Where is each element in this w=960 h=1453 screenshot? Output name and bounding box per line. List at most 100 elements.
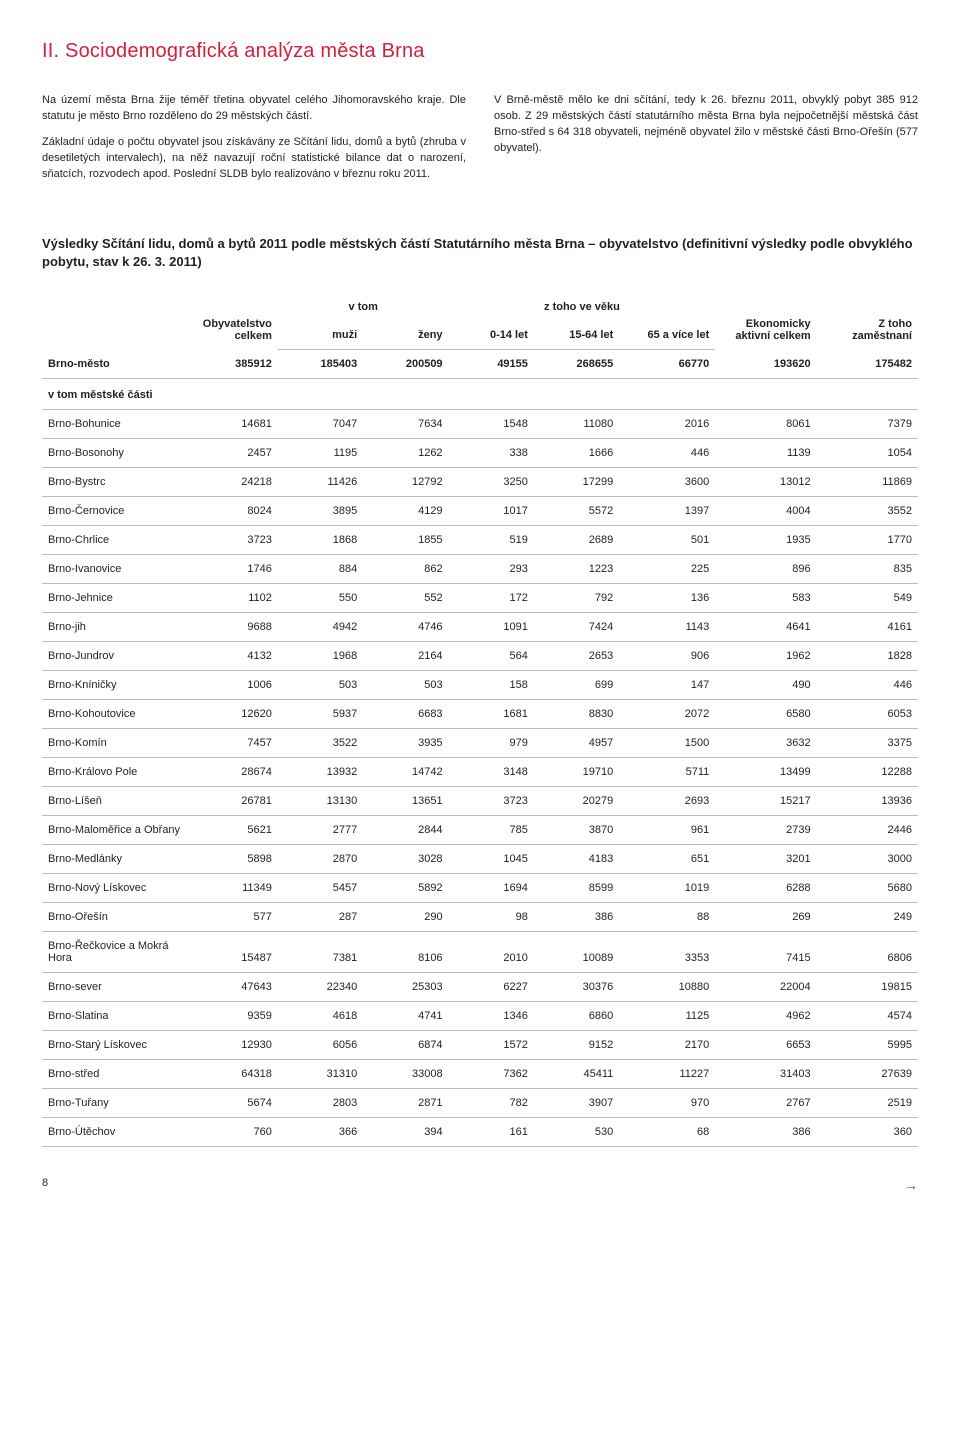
table-row: Brno-Řečkovice a Mokrá Hora1548773818106… <box>42 932 918 973</box>
row-value: 360 <box>817 1118 918 1147</box>
row-value: 47643 <box>191 973 278 1002</box>
row-label: Brno-Tuřany <box>42 1089 191 1118</box>
row-value: 501 <box>619 526 715 555</box>
row-value: 13499 <box>715 758 816 787</box>
row-value: 136 <box>619 584 715 613</box>
row-value: 1855 <box>363 526 448 555</box>
row-value: 1017 <box>449 497 534 526</box>
row-label: Brno-Jundrov <box>42 642 191 671</box>
row-value: 550 <box>278 584 363 613</box>
row-label: Brno-Královo Pole <box>42 758 191 787</box>
row-value: 290 <box>363 903 448 932</box>
row-value: 14742 <box>363 758 448 787</box>
table-row: Brno-Jehnice1102550552172792136583549 <box>42 584 918 613</box>
row-label: Brno-Medlánky <box>42 845 191 874</box>
continue-arrow-icon: → <box>904 1177 918 1193</box>
row-label: Brno-Bosonohy <box>42 439 191 468</box>
row-value: 2739 <box>715 816 816 845</box>
row-label: Brno-Černovice <box>42 497 191 526</box>
row-value: 1091 <box>449 613 534 642</box>
row-value: 33008 <box>363 1060 448 1089</box>
row-value: 2803 <box>278 1089 363 1118</box>
row-value: 906 <box>619 642 715 671</box>
row-value: 1681 <box>449 700 534 729</box>
row-value: 268655 <box>534 350 619 379</box>
row-value: 6227 <box>449 973 534 1002</box>
row-value: 17299 <box>534 468 619 497</box>
row-value: 88 <box>619 903 715 932</box>
row-value: 1770 <box>817 526 918 555</box>
row-value: 6874 <box>363 1031 448 1060</box>
row-value: 11426 <box>278 468 363 497</box>
row-value: 28674 <box>191 758 278 787</box>
row-value: 1868 <box>278 526 363 555</box>
intro-columns: Na území města Brna žije téměř třetina o… <box>42 93 918 193</box>
row-value: 68 <box>619 1118 715 1147</box>
row-value: 896 <box>715 555 816 584</box>
row-value: 8599 <box>534 874 619 903</box>
row-value: 4962 <box>715 1002 816 1031</box>
table-row: Brno-střed643183131033008736245411112273… <box>42 1060 918 1089</box>
row-value: 3552 <box>817 497 918 526</box>
intro-right: V Brně-městě mělo ke dni sčítání, tedy k… <box>494 93 918 193</box>
row-value: 26781 <box>191 787 278 816</box>
row-value: 1223 <box>534 555 619 584</box>
row-value: 490 <box>715 671 816 700</box>
row-value: 2653 <box>534 642 619 671</box>
row-value: 1548 <box>449 410 534 439</box>
row-value: 4574 <box>817 1002 918 1031</box>
row-value: 11227 <box>619 1060 715 1089</box>
row-value: 5937 <box>278 700 363 729</box>
table-row: Brno-Kníničky1006503503158699147490446 <box>42 671 918 700</box>
row-value: 13932 <box>278 758 363 787</box>
col-zam: Z toho zaměstnaní <box>817 293 918 350</box>
table-row: Brno-jih96884942474610917424114346414161 <box>42 613 918 642</box>
row-value: 12792 <box>363 468 448 497</box>
row-value: 385912 <box>191 350 278 379</box>
table-row: Brno-Medlánky589828703028104541836513201… <box>42 845 918 874</box>
row-label: Brno-Nový Lískovec <box>42 874 191 903</box>
row-value: 4129 <box>363 497 448 526</box>
table-row: Brno-Slatina9359461847411346686011254962… <box>42 1002 918 1031</box>
row-value: 835 <box>817 555 918 584</box>
table-row: Brno-Ořešín5772872909838688269249 <box>42 903 918 932</box>
row-label: Brno-město <box>42 350 191 379</box>
row-value: 49155 <box>449 350 534 379</box>
col-group-vtom: v tom <box>278 293 449 321</box>
row-value: 6053 <box>817 700 918 729</box>
row-label: Brno-Slatina <box>42 1002 191 1031</box>
row-value: 577 <box>191 903 278 932</box>
row-value: 1102 <box>191 584 278 613</box>
row-value: 25303 <box>363 973 448 1002</box>
table-row: Brno-Královo Pole28674139321474231481971… <box>42 758 918 787</box>
row-value: 5680 <box>817 874 918 903</box>
row-value: 22340 <box>278 973 363 1002</box>
row-value: 699 <box>534 671 619 700</box>
section-header-label: v tom městské části <box>42 379 918 410</box>
row-value: 785 <box>449 816 534 845</box>
row-value: 4942 <box>278 613 363 642</box>
intro-para-2: Základní údaje o počtu obyvatel jsou zís… <box>42 135 466 183</box>
row-value: 13936 <box>817 787 918 816</box>
row-value: 4161 <box>817 613 918 642</box>
row-value: 7415 <box>715 932 816 973</box>
table-row: Brno-Komín745735223935979495715003632337… <box>42 729 918 758</box>
row-value: 1054 <box>817 439 918 468</box>
row-value: 1968 <box>278 642 363 671</box>
table-row: Brno-Starý Lískovec129306056687415729152… <box>42 1031 918 1060</box>
row-value: 7424 <box>534 613 619 642</box>
row-value: 760 <box>191 1118 278 1147</box>
row-value: 13130 <box>278 787 363 816</box>
row-value: 27639 <box>817 1060 918 1089</box>
row-value: 386 <box>715 1118 816 1147</box>
row-value: 7379 <box>817 410 918 439</box>
row-value: 9688 <box>191 613 278 642</box>
row-value: 386 <box>534 903 619 932</box>
row-value: 8024 <box>191 497 278 526</box>
row-value: 31310 <box>278 1060 363 1089</box>
table-row: Brno-Maloměřice a Obřany5621277728447853… <box>42 816 918 845</box>
row-value: 1397 <box>619 497 715 526</box>
row-value: 45411 <box>534 1060 619 1089</box>
row-value: 970 <box>619 1089 715 1118</box>
row-label: Brno-Ivanovice <box>42 555 191 584</box>
